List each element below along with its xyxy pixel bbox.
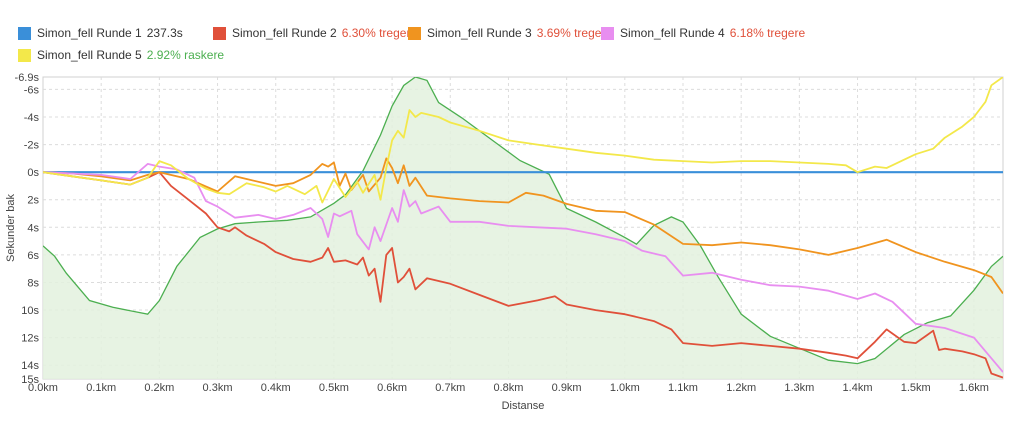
series-line-5	[43, 77, 1003, 204]
x-tick-label: 0.2km	[144, 382, 174, 394]
series-lines	[43, 77, 1003, 379]
y-tick-label: -4s	[24, 112, 40, 124]
x-tick-label: 0.1km	[86, 382, 116, 394]
legend-name: Simon_fell Runde 1	[37, 26, 142, 40]
x-axis-ticks: 0.0km 0.1km 0.2km 0.3km 0.4km 0.5km 0.6km 0.7km…	[28, 382, 989, 394]
y-tick-label: -2s	[24, 140, 40, 152]
series-line-4	[43, 162, 1003, 373]
y-tick-label: 2s	[27, 195, 39, 207]
y-tick-label: 14s	[21, 360, 39, 372]
x-axis-title: Distanse	[502, 400, 545, 412]
x-tick-label: 1.6km	[959, 382, 989, 394]
x-tick-label: 1.0km	[610, 382, 640, 394]
y-tick-label: 15s	[21, 374, 39, 386]
y-tick-label: 4s	[27, 222, 39, 234]
y-tick-label: -6.9s	[15, 72, 40, 84]
y-tick-label: 6s	[27, 250, 39, 262]
x-tick-label: 0.8km	[493, 382, 523, 394]
legend-item[interactable]: Simon_fell Runde 5 2.92% raskere	[18, 46, 224, 64]
legend-stat: 3.69% tregere	[536, 26, 613, 40]
x-tick-label: 1.1km	[668, 382, 698, 394]
x-tick-label: 0.5km	[319, 382, 349, 394]
legend-swatch	[601, 26, 614, 40]
x-tick-label: 1.4km	[843, 382, 873, 394]
y-tick-label: 0s	[27, 167, 39, 179]
y-axis-ticks: -6.9s-6s -4s -2s 0s 2s 4s 6s 8s 10s 12s 14s 15s	[15, 72, 40, 386]
legend-swatch	[18, 26, 31, 40]
legend-swatch	[18, 48, 31, 62]
legend-name: Simon_fell Runde 3	[427, 26, 532, 40]
x-tick-label: 1.3km	[784, 382, 814, 394]
legend-stat: 6.18% tregere	[729, 26, 806, 40]
legend-swatch	[408, 26, 421, 40]
y-tick-label: 8s	[27, 277, 39, 289]
y-tick-label: 12s	[21, 333, 39, 345]
legend-stat: 2.92% raskere	[146, 48, 225, 62]
x-tick-label: 0.4km	[261, 382, 291, 394]
legend-name: Simon_fell Runde 4	[620, 26, 725, 40]
x-tick-label: 0.9km	[552, 382, 582, 394]
y-tick-label: 10s	[21, 305, 39, 317]
y-axis-title: Sekunder bak	[5, 194, 17, 262]
elevation-profile	[43, 77, 1003, 379]
legend-name: Simon_fell Runde 5	[37, 48, 142, 62]
legend-stat: 237.3s	[146, 26, 183, 40]
x-tick-label: 0.0km	[28, 382, 58, 394]
legend-item[interactable]: Simon_fell Runde 1 237.3s	[18, 24, 183, 42]
legend-name: Simon_fell Runde 2	[232, 26, 337, 40]
elevation-area	[43, 77, 1003, 379]
series-line-2	[43, 171, 1003, 379]
legend-item[interactable]: Simon_fell Runde 2 6.30% tregere	[213, 24, 417, 42]
y-tick-label: -6s	[24, 84, 40, 96]
legend-item[interactable]: Simon_fell Runde 3 3.69% tregere	[408, 24, 612, 42]
x-tick-label: 1.2km	[726, 382, 756, 394]
x-tick-label: 0.7km	[435, 382, 465, 394]
x-tick-label: 0.6km	[377, 382, 407, 394]
legend-swatch	[213, 26, 226, 40]
legend-stat: 6.30% tregere	[341, 26, 418, 40]
series-line-3	[43, 157, 1003, 295]
x-tick-label: 1.5km	[901, 382, 931, 394]
x-tick-label: 0.3km	[203, 382, 233, 394]
legend-item[interactable]: Simon_fell Runde 4 6.18% tregere	[601, 24, 805, 42]
